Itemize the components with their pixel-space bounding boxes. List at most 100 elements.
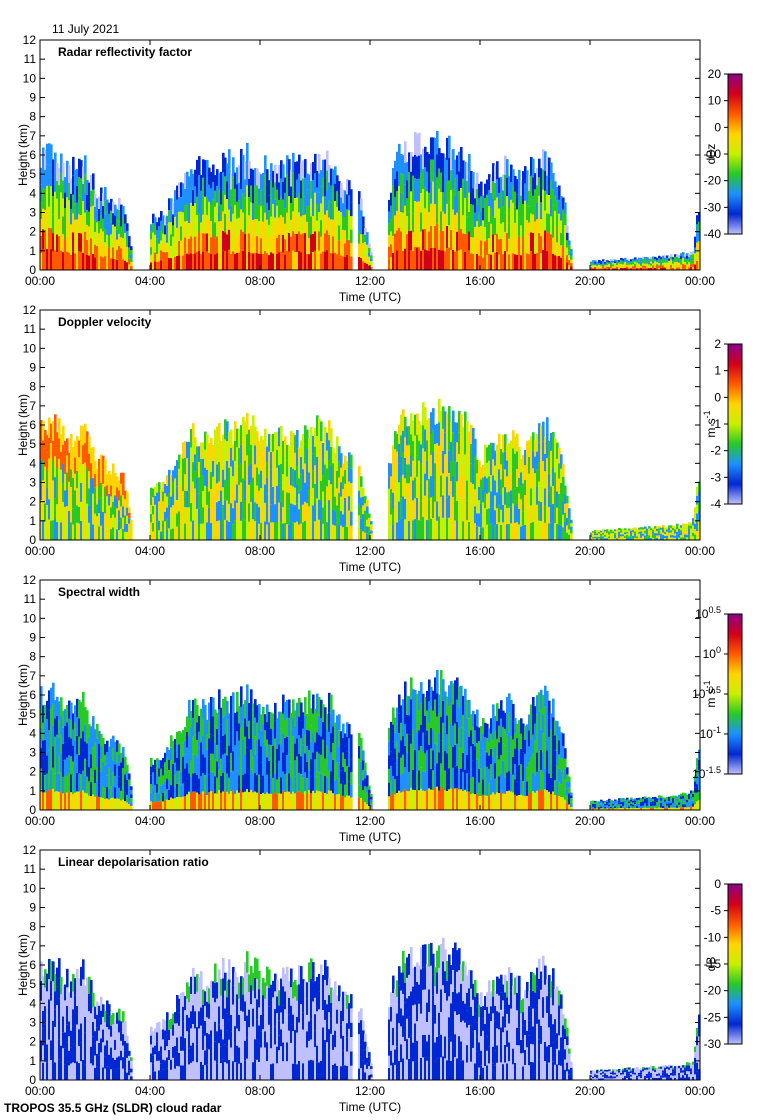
heatmap-cell bbox=[692, 532, 695, 537]
heatmap-cell bbox=[646, 528, 649, 531]
heatmap-cell bbox=[688, 259, 691, 263]
heatmap-cell bbox=[500, 254, 503, 270]
heatmap-cell bbox=[556, 214, 559, 229]
heatmap-cell bbox=[88, 781, 91, 796]
heatmap-cell bbox=[550, 252, 553, 270]
heatmap-cell bbox=[564, 236, 567, 248]
heatmap-cell bbox=[340, 453, 343, 468]
heatmap-cell bbox=[236, 731, 239, 751]
heatmap-cell bbox=[152, 514, 155, 523]
heatmap-cell bbox=[342, 527, 345, 540]
heatmap-cell bbox=[178, 511, 181, 526]
heatmap-cell bbox=[330, 733, 333, 753]
heatmap-cell bbox=[98, 458, 101, 473]
heatmap-cell bbox=[242, 231, 245, 251]
plot-frame bbox=[39, 39, 701, 271]
heatmap-cell bbox=[56, 522, 59, 540]
heatmap-cell bbox=[120, 771, 123, 782]
heatmap-cell bbox=[614, 261, 617, 263]
heatmap-cell bbox=[298, 493, 301, 510]
heatmap-cell bbox=[264, 212, 267, 232]
heatmap-cell bbox=[674, 259, 677, 262]
heatmap-cell bbox=[278, 521, 281, 540]
heatmap-cell bbox=[102, 257, 105, 270]
heatmap-cell bbox=[442, 250, 445, 270]
heatmap-cell bbox=[594, 531, 597, 534]
heatmap-cell bbox=[210, 253, 213, 270]
heatmap-cell bbox=[504, 451, 507, 470]
heatmap-cell bbox=[338, 714, 341, 731]
heatmap-cell bbox=[288, 736, 291, 755]
heatmap-cell bbox=[46, 249, 49, 270]
heatmap-cell bbox=[78, 214, 81, 233]
heatmap-cell bbox=[66, 757, 69, 775]
heatmap-cell bbox=[698, 491, 701, 501]
heatmap-cell bbox=[492, 459, 495, 476]
heatmap-cell bbox=[200, 725, 203, 743]
heatmap-cell bbox=[90, 493, 93, 510]
heatmap-cell bbox=[212, 791, 215, 810]
heatmap-cell bbox=[332, 793, 335, 810]
heatmap-cell bbox=[654, 526, 657, 529]
heatmap-cell bbox=[238, 792, 241, 810]
heatmap-cell bbox=[564, 258, 567, 270]
heatmap-cell bbox=[256, 219, 259, 237]
heatmap-cell bbox=[324, 464, 327, 484]
heatmap-cell bbox=[262, 506, 265, 524]
heatmap-cell bbox=[442, 788, 445, 810]
heatmap-cell bbox=[392, 792, 395, 810]
heatmap-cell bbox=[84, 758, 87, 776]
heatmap-cell bbox=[122, 238, 125, 249]
heatmap-cell bbox=[538, 251, 541, 270]
heatmap-cell bbox=[86, 776, 89, 794]
heatmap-cell bbox=[336, 778, 339, 795]
heatmap-cell bbox=[212, 697, 215, 717]
heatmap-cell bbox=[684, 264, 687, 268]
heatmap-cell bbox=[100, 759, 103, 772]
heatmap-cell bbox=[556, 442, 559, 459]
heatmap-cell bbox=[410, 434, 413, 456]
heatmap-cell bbox=[634, 265, 637, 268]
heatmap-cell bbox=[164, 261, 167, 270]
heatmap-cell bbox=[292, 152, 295, 173]
heatmap-cell bbox=[188, 773, 191, 792]
heatmap-cell bbox=[98, 221, 101, 234]
heatmap-cell bbox=[448, 768, 451, 790]
heatmap-cell bbox=[46, 487, 49, 505]
heatmap-cell bbox=[496, 161, 499, 180]
heatmap-cell bbox=[300, 456, 303, 474]
heatmap-cell bbox=[58, 773, 61, 792]
heatmap-cell bbox=[414, 730, 417, 750]
heatmap-cell bbox=[508, 176, 511, 192]
heatmap-cell bbox=[48, 690, 51, 711]
heatmap-cell bbox=[214, 759, 217, 777]
heatmap-cell bbox=[286, 791, 289, 810]
heatmap-cell bbox=[270, 522, 273, 540]
heatmap-cell bbox=[346, 795, 349, 810]
heatmap-cell bbox=[326, 432, 329, 451]
heatmap-cell bbox=[164, 521, 167, 531]
heatmap-cell bbox=[332, 776, 335, 794]
heatmap-cell bbox=[350, 747, 353, 760]
heatmap-cell bbox=[292, 522, 295, 540]
heatmap-cell bbox=[84, 423, 87, 444]
heatmap-cell bbox=[406, 198, 409, 217]
heatmap-cell bbox=[616, 536, 619, 539]
heatmap-cell bbox=[112, 463, 115, 477]
heatmap-cell bbox=[662, 255, 665, 259]
heatmap-cell bbox=[476, 205, 479, 222]
heatmap-cell bbox=[364, 770, 367, 779]
heatmap-cell bbox=[238, 484, 241, 504]
heatmap-cell bbox=[244, 197, 247, 216]
heatmap-cell bbox=[684, 529, 687, 532]
heatmap-cell bbox=[154, 759, 157, 769]
heatmap-cell bbox=[58, 755, 61, 774]
heatmap-cell bbox=[112, 247, 115, 259]
heatmap-cell bbox=[454, 441, 457, 462]
heatmap-cell bbox=[44, 169, 47, 190]
heatmap-cell bbox=[336, 471, 339, 489]
heatmap-cell bbox=[446, 137, 449, 160]
heatmap-cell bbox=[362, 780, 365, 791]
heatmap-cell bbox=[86, 240, 89, 255]
heatmap-cell bbox=[624, 264, 627, 266]
